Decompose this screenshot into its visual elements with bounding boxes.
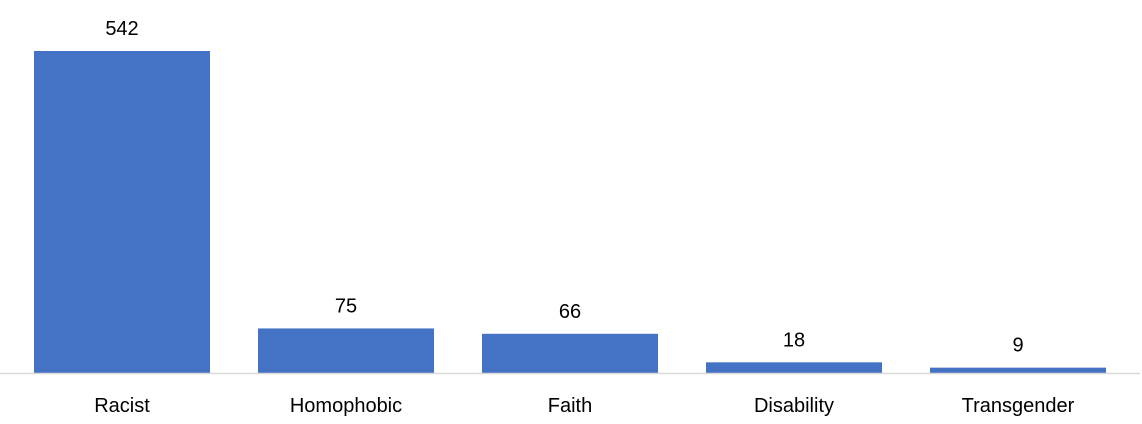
data-labels-layer: 542 75 66 18 9	[105, 18, 1023, 357]
data-label-faith: 66	[559, 301, 581, 323]
x-tick-label-disability: Disability	[754, 395, 834, 417]
bar-faith	[482, 333, 658, 373]
x-tick-label-racist: Racist	[94, 395, 150, 417]
bar-homophobic	[258, 328, 434, 373]
bar-transgender	[930, 367, 1106, 373]
data-label-racist: 542	[105, 18, 138, 40]
bar-disability	[706, 362, 882, 373]
x-tick-label-faith: Faith	[548, 395, 592, 417]
data-label-transgender: 9	[1012, 335, 1023, 357]
bar-racist	[34, 51, 210, 373]
x-tick-labels-layer: Racist Homophobic Faith Disability Transgend…	[94, 395, 1074, 417]
bars-layer	[34, 51, 1106, 373]
x-tick-label-transgender: Transgender	[962, 395, 1075, 417]
x-tick-label-homophobic: Homophobic	[290, 395, 402, 417]
data-label-disability: 18	[783, 329, 805, 351]
data-label-homophobic: 75	[335, 295, 357, 317]
